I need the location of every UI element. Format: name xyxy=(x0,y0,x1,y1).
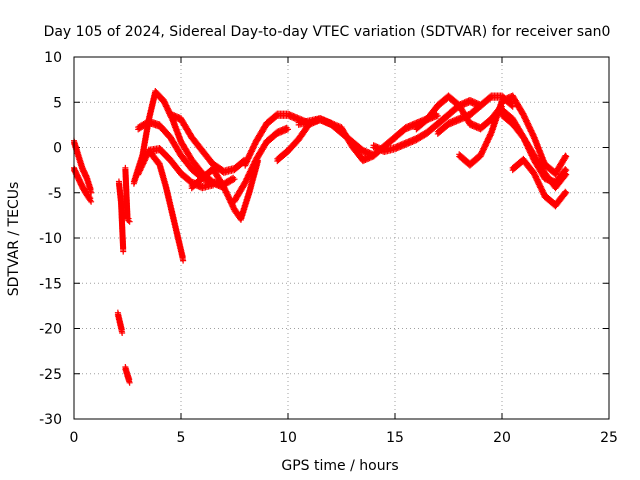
x-tick-label: 20 xyxy=(493,430,511,446)
y-tick-label: 5 xyxy=(53,95,62,111)
data-point xyxy=(563,153,570,160)
data-point xyxy=(562,152,569,159)
y-tick-label: -5 xyxy=(48,186,62,202)
data-point xyxy=(487,93,494,100)
series-arc-10 xyxy=(145,146,187,264)
y-tick-label: -15 xyxy=(39,276,62,292)
y-tick-label: 10 xyxy=(44,50,62,66)
y-tick-label: -30 xyxy=(39,412,62,428)
data-point xyxy=(273,111,280,118)
y-axis-label: SDTVAR / TECUs xyxy=(6,182,22,297)
x-tick-label: 5 xyxy=(177,430,186,446)
data-point xyxy=(163,102,170,109)
data-point xyxy=(88,198,95,205)
plot-frame xyxy=(73,56,610,420)
data-point xyxy=(165,106,172,113)
data-point xyxy=(126,379,133,386)
x-tick-label: 10 xyxy=(279,430,297,446)
x-tick-label: 15 xyxy=(386,430,404,446)
data-point xyxy=(508,100,515,107)
series-arc-5 xyxy=(122,164,133,225)
data-point xyxy=(210,182,217,189)
series-arc-17 xyxy=(370,96,484,156)
data-point xyxy=(164,103,171,110)
y-tick-label: -25 xyxy=(39,367,62,383)
data-point xyxy=(87,195,94,202)
series-arc-14 xyxy=(231,124,291,205)
data-point xyxy=(562,170,569,177)
series-arc-2 xyxy=(71,137,95,196)
chart-title: Day 105 of 2024, Sidereal Day-to-day VTE… xyxy=(44,24,611,40)
data-point xyxy=(509,103,516,110)
x-tick-label: 25 xyxy=(600,430,618,446)
series-arc-12 xyxy=(188,157,262,223)
data-point xyxy=(231,176,238,183)
data-point xyxy=(285,126,291,133)
data-point xyxy=(563,171,570,178)
data-point xyxy=(160,96,167,103)
series-arc-22 xyxy=(509,155,570,210)
data-point xyxy=(562,188,569,195)
y-tick-label: 0 xyxy=(53,141,62,157)
x-tick-label: 0 xyxy=(70,430,79,446)
series-arc-6 xyxy=(122,363,133,386)
data-point xyxy=(83,172,90,179)
y-tick-label: -20 xyxy=(39,322,62,338)
data-point xyxy=(119,330,126,337)
data-point xyxy=(126,218,133,225)
series-arc-1 xyxy=(71,164,95,205)
data-point xyxy=(124,214,131,221)
data-points xyxy=(71,87,570,386)
x-axis-label: GPS time / hours xyxy=(281,458,398,474)
series-arc-23 xyxy=(499,110,570,192)
data-point xyxy=(180,257,187,264)
data-point xyxy=(88,189,95,196)
data-point xyxy=(164,105,171,112)
data-point xyxy=(86,194,93,201)
data-point xyxy=(161,98,168,105)
series-arc-4 xyxy=(114,309,126,337)
series-arc-11 xyxy=(135,144,217,192)
axis-ticks: -30 -25 -20 -15 -10 -5 0 5 10 0 5 10 15 20 25 xyxy=(39,50,618,446)
data-point xyxy=(162,99,169,106)
y-tick-label: -10 xyxy=(39,231,62,247)
data-point xyxy=(120,248,127,255)
data-point xyxy=(434,112,441,119)
series-arc-3 xyxy=(115,178,127,255)
data-point xyxy=(563,189,570,196)
data-point xyxy=(125,215,132,222)
data-point xyxy=(162,101,169,108)
